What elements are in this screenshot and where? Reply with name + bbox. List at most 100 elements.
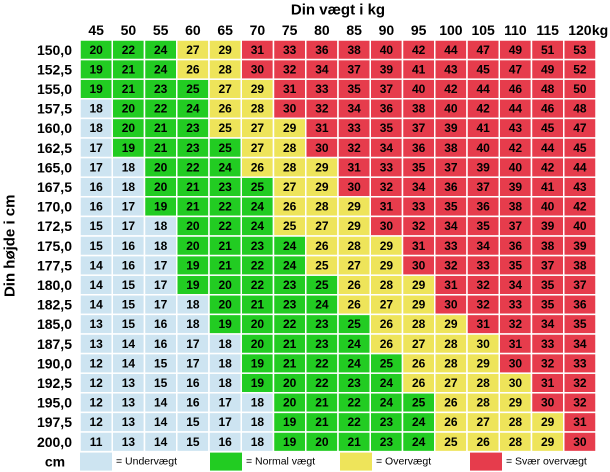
cell-value: 42 — [573, 200, 587, 214]
cell-value: 29 — [380, 258, 394, 272]
cell-value: 19 — [283, 415, 297, 429]
cell-value: 34 — [347, 102, 361, 116]
cell-value: 31 — [444, 278, 458, 292]
cell-value: 35 — [380, 121, 394, 135]
cell-value: 26 — [476, 435, 490, 449]
height-header: 162,5 — [37, 140, 72, 156]
cell-value: 18 — [251, 415, 265, 429]
weight-header: 65 — [217, 22, 233, 38]
cell-value: 26 — [251, 160, 265, 174]
cell-value: 36 — [380, 102, 394, 116]
cell-value: 17 — [122, 200, 136, 214]
cell-value: 28 — [283, 160, 297, 174]
cell-value: 36 — [444, 180, 458, 194]
cell-value: 35 — [541, 298, 555, 312]
cell-value: 33 — [347, 121, 361, 135]
cell-value: 42 — [541, 160, 555, 174]
cell-value: 29 — [380, 239, 394, 253]
cell-value: 42 — [476, 102, 490, 116]
cell-value: 29 — [218, 43, 232, 57]
legend-label: = Overvægt — [376, 456, 431, 468]
cell-value: 19 — [186, 278, 200, 292]
cell-value: 40 — [380, 43, 394, 57]
cell-value: 27 — [283, 180, 297, 194]
cell-value: 25 — [315, 258, 329, 272]
cell-value: 26 — [444, 415, 458, 429]
height-header: 172,5 — [37, 218, 72, 234]
cell-value: 24 — [218, 160, 232, 174]
cell-value: 40 — [541, 200, 555, 214]
cell-value: 36 — [412, 141, 426, 155]
cell-value: 18 — [218, 356, 232, 370]
cell-value: 46 — [509, 82, 523, 96]
cell-value: 19 — [251, 376, 265, 390]
cell-value: 35 — [509, 258, 523, 272]
cell-value: 32 — [541, 356, 555, 370]
cell-value: 17 — [89, 141, 103, 155]
cell-value: 20 — [251, 337, 265, 351]
cell-value: 30 — [315, 141, 329, 155]
height-header: 197,5 — [37, 414, 72, 430]
cell-value: 22 — [347, 396, 361, 410]
cell-value: 30 — [541, 396, 555, 410]
cell-value: 23 — [315, 337, 329, 351]
cell-value: 33 — [380, 160, 394, 174]
cell-value: 17 — [218, 396, 232, 410]
cell-value: 37 — [412, 121, 426, 135]
cell-value: 24 — [380, 396, 394, 410]
cell-value: 27 — [444, 376, 458, 390]
cell-value: 28 — [380, 278, 394, 292]
cell-value: 31 — [509, 337, 523, 351]
cell-value: 27 — [476, 415, 490, 429]
cell-value: 46 — [541, 102, 555, 116]
cell-value: 36 — [315, 43, 329, 57]
cell-value: 23 — [380, 435, 394, 449]
cell-value: 27 — [315, 219, 329, 233]
cell-value: 38 — [541, 239, 555, 253]
cell-value: 26 — [347, 298, 361, 312]
cell-value: 28 — [218, 62, 232, 76]
cell-value: 37 — [509, 219, 523, 233]
height-header: 195,0 — [37, 395, 72, 411]
cell-value: 14 — [154, 435, 168, 449]
cell-value: 23 — [283, 278, 297, 292]
cell-value: 28 — [444, 356, 458, 370]
weight-header: 115 — [536, 22, 559, 38]
cell-value: 26 — [412, 356, 426, 370]
cell-value: 20 — [154, 160, 168, 174]
cell-value: 25 — [315, 278, 329, 292]
cell-value: 29 — [315, 180, 329, 194]
cell-value: 28 — [283, 141, 297, 155]
cell-value: 32 — [315, 102, 329, 116]
cell-value: 44 — [476, 82, 490, 96]
cell-value: 31 — [476, 317, 490, 331]
cell-value: 17 — [154, 278, 168, 292]
cell-value: 25 — [412, 396, 426, 410]
cell-value: 20 — [122, 121, 136, 135]
cell-value: 20 — [186, 219, 200, 233]
height-header: 150,0 — [37, 42, 72, 58]
height-header: 157,5 — [37, 101, 72, 117]
height-header: 192,5 — [37, 375, 72, 391]
cell-value: 41 — [541, 180, 555, 194]
legend-swatch — [80, 452, 112, 471]
cell-value: 44 — [444, 43, 458, 57]
cell-value: 27 — [251, 141, 265, 155]
height-header: 170,0 — [37, 199, 72, 215]
cell-value: 44 — [573, 160, 587, 174]
cell-value: 28 — [315, 200, 329, 214]
cell-value: 25 — [251, 180, 265, 194]
cell-value: 23 — [186, 121, 200, 135]
weight-header: 85 — [346, 22, 362, 38]
cell-value: 16 — [122, 258, 136, 272]
cell-value: 50 — [573, 82, 587, 96]
cell-value: 29 — [541, 435, 555, 449]
cell-value: 17 — [186, 356, 200, 370]
cell-value: 26 — [380, 337, 394, 351]
cell-value: 32 — [573, 376, 587, 390]
cell-value: 47 — [509, 62, 523, 76]
height-header: 187,5 — [37, 336, 72, 352]
cell-value: 34 — [476, 239, 490, 253]
cell-value: 31 — [283, 82, 297, 96]
